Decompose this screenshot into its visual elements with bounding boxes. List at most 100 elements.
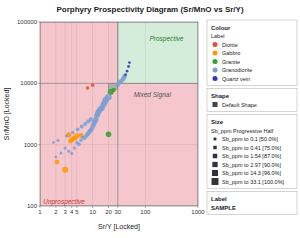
tick-y [38, 22, 40, 23]
point [71, 131, 74, 134]
point [77, 142, 81, 146]
annotation: Unprospective [43, 198, 85, 206]
legend-title: Shape [211, 93, 230, 99]
legend-box [207, 20, 297, 86]
tick-y [38, 144, 40, 145]
legend-label: Sb_ppm to 0.1 [50.0%] [222, 136, 278, 142]
legend-label: Gabbro [222, 50, 240, 56]
legend-size-marker [212, 170, 218, 176]
points [52, 61, 131, 173]
tick-x [40, 206, 41, 208]
grid-line-x [117, 22, 118, 206]
point [65, 135, 68, 138]
grid-line-x [145, 22, 146, 206]
tick-label-x: 1000 [191, 209, 205, 215]
legend-size-marker [212, 162, 217, 167]
point [124, 73, 127, 76]
tick-label-x: 20 [105, 209, 112, 215]
point [56, 139, 59, 142]
point [79, 139, 82, 142]
point [59, 151, 62, 154]
legend-marker [213, 42, 218, 47]
legend-label: Sb_ppm to 14.3 [96.0%] [222, 170, 281, 176]
region [40, 22, 198, 206]
legend-marker [213, 102, 218, 107]
legend-label: Sb_ppm to 2.97 [90.0%] [222, 162, 281, 168]
legend-subtitle: Sb_ppm Progressive Half [211, 128, 274, 134]
tick-x [145, 206, 146, 208]
legend-title: Label [211, 196, 227, 202]
tick-label-x: 10 [89, 209, 96, 215]
legend-label: Granite [222, 59, 240, 65]
point [89, 117, 93, 121]
point [126, 70, 129, 73]
legend-title: Colour [211, 25, 231, 31]
tick-label-x: 5 [75, 209, 79, 215]
legend-label: Sb_ppm to 0.41 [75.0%] [222, 145, 281, 151]
tick-label-x: 100 [140, 209, 151, 215]
tick-label-x: 30 [114, 209, 121, 215]
tick-x [117, 206, 118, 208]
region [118, 22, 198, 83]
point [67, 150, 70, 153]
grid-line-x [65, 22, 66, 206]
legend-label: Quartz vein [222, 76, 250, 82]
tick-y [38, 83, 40, 84]
grid-line-x [76, 22, 77, 206]
point [128, 61, 131, 64]
grid-line-x [108, 22, 109, 206]
x-axis-label: Sr/Y [Locked] [98, 223, 140, 231]
point [76, 127, 80, 131]
point [105, 94, 111, 100]
tick-label-y: 1000 [24, 142, 38, 148]
legend-label: Sb_ppm to 1.54 [87.0%] [222, 153, 281, 159]
point [86, 86, 89, 89]
legend-size-marker [213, 146, 216, 149]
tick-y [38, 206, 40, 207]
point [127, 65, 130, 68]
legend-size-marker [214, 138, 217, 141]
plot-frame [40, 22, 198, 206]
legend-marker [213, 76, 218, 81]
tick-x [92, 206, 93, 208]
tick-label-y: 10000 [20, 80, 37, 86]
tick-x [65, 206, 66, 208]
chart: ProspectiveMixed SignalUnprospective1234… [0, 0, 300, 238]
point [54, 156, 57, 159]
grid-line-x [92, 22, 93, 206]
tick-x [55, 206, 56, 208]
grid-line-x [71, 22, 72, 206]
tick-label-x: 2 [54, 209, 58, 215]
tick-label-y: 100000 [17, 19, 38, 25]
tick-label-x: 4 [70, 209, 74, 215]
legend-title: Size [211, 119, 224, 125]
tick-x [71, 206, 72, 208]
point [106, 131, 112, 137]
legend-marker [213, 51, 218, 56]
legend-box [207, 89, 297, 112]
legend-label: Default Shape [222, 102, 257, 108]
legend-size-marker [213, 154, 217, 158]
title: Porphyry Prospectivity Diagram (Sr/MnO v… [56, 5, 244, 14]
annotation: Mixed Signal [134, 91, 172, 99]
tick-x [108, 206, 109, 208]
tick-label-x: 3 [63, 209, 67, 215]
tick-label-y: 100 [27, 203, 38, 209]
point [122, 74, 127, 79]
point [55, 160, 60, 165]
tick-x [76, 206, 77, 208]
point [91, 83, 95, 87]
legend-label: Sb_ppm to 33.1 [100.0%] [222, 179, 285, 185]
point [80, 124, 84, 128]
y-axis-label: Sr/MnO [Locked] [3, 88, 11, 141]
grid-line-x [55, 22, 56, 206]
point [66, 132, 71, 137]
plot-area [40, 22, 198, 206]
annotation: Prospective [150, 35, 184, 43]
point [64, 147, 67, 150]
legend-label: SAMPLE [211, 205, 236, 211]
grid-line-y [40, 144, 198, 145]
tick-x [198, 206, 199, 208]
point [52, 141, 55, 144]
legend-subtitle: Label [211, 33, 224, 39]
